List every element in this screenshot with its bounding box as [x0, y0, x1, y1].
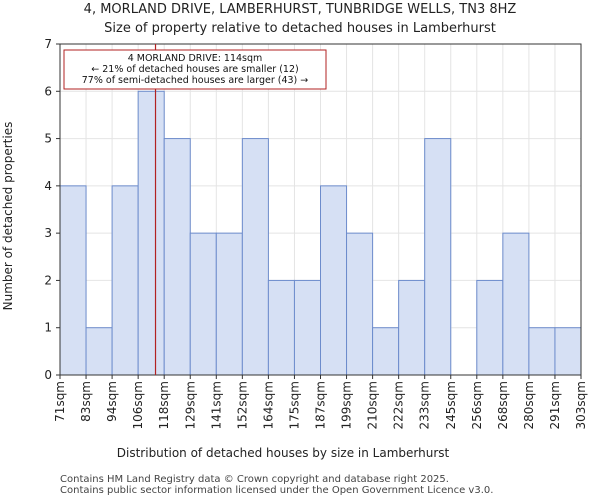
bar [293, 279, 322, 376]
x-tick-label: 233sqm [418, 381, 432, 429]
bar [137, 90, 165, 376]
bar [528, 327, 556, 376]
y-tick-label: 4 [44, 179, 52, 193]
bar [111, 185, 139, 376]
bar [241, 138, 269, 376]
y-tick-label: 7 [44, 37, 52, 51]
x-tick-label: 94sqm [105, 381, 119, 422]
chart-subtitle: Size of property relative to detached ho… [104, 21, 496, 36]
annotation-box [63, 49, 327, 90]
bar [267, 279, 295, 376]
bar [502, 232, 530, 376]
bar [372, 327, 400, 376]
bar [189, 232, 217, 376]
x-tick-label: 187sqm [314, 381, 328, 429]
y-axis-label: Number of detached properties [1, 122, 15, 311]
y-tick-label: 2 [44, 273, 52, 287]
bar [424, 138, 452, 376]
x-tick-label: 256sqm [470, 381, 484, 429]
x-tick-label: 268sqm [496, 381, 510, 429]
y-ticks: 0 1 2 3 4 5 6 7 [44, 37, 60, 382]
x-tick-label: 83sqm [79, 381, 93, 422]
x-tick-label: 303sqm [574, 381, 588, 429]
x-tick-label: 106sqm [131, 381, 145, 429]
y-tick-label: 1 [44, 321, 52, 335]
annotation-line: 77% of semi-detached houses are larger (… [82, 75, 309, 86]
bar [346, 232, 374, 376]
bar [85, 327, 113, 376]
y-tick-label: 5 [44, 132, 52, 146]
bar [398, 279, 426, 376]
y-tick-label: 0 [44, 368, 52, 382]
annotation-line: ← 21% of detached houses are smaller (12… [91, 64, 298, 75]
chart-title: 4, MORLAND DRIVE, LAMBERHURST, TUNBRIDGE… [84, 2, 517, 17]
x-tick-label: 291sqm [548, 381, 562, 429]
bar [476, 279, 504, 376]
x-tick-label: 129sqm [183, 381, 197, 429]
x-tick-label: 164sqm [261, 381, 275, 429]
bar [554, 327, 582, 376]
bar [59, 185, 87, 376]
x-tick-label: 118sqm [157, 381, 171, 429]
footer-licence: Contains public sector information licen… [60, 485, 493, 496]
x-tick-label: 152sqm [235, 381, 249, 429]
bar [320, 185, 348, 376]
x-ticks: 71sqm 83sqm 94sqm 106sqm 118sqm 129sqm 141sqm 1… [53, 375, 588, 429]
x-tick-label: 175sqm [287, 381, 301, 429]
x-tick-label: 71sqm [53, 381, 67, 422]
x-tick-label: 280sqm [522, 381, 536, 429]
y-tick-label: 3 [44, 226, 52, 240]
footer-copyright: Contains HM Land Registry data © Crown c… [60, 474, 449, 485]
bar [215, 232, 243, 376]
x-tick-label: 222sqm [392, 381, 406, 429]
x-axis-label: Distribution of detached houses by size … [117, 446, 450, 460]
y-tick-label: 6 [44, 84, 52, 98]
property-marker: 4 MORLAND DRIVE: 114sqm← 21% of detached… [63, 44, 327, 375]
bars [59, 90, 582, 376]
x-tick-label: 141sqm [209, 381, 223, 429]
x-tick-label: 199sqm [340, 381, 354, 429]
bar [163, 138, 191, 376]
annotation-line: 4 MORLAND DRIVE: 114sqm [128, 53, 263, 64]
x-tick-label: 210sqm [366, 381, 380, 429]
x-tick-label: 245sqm [444, 381, 458, 429]
